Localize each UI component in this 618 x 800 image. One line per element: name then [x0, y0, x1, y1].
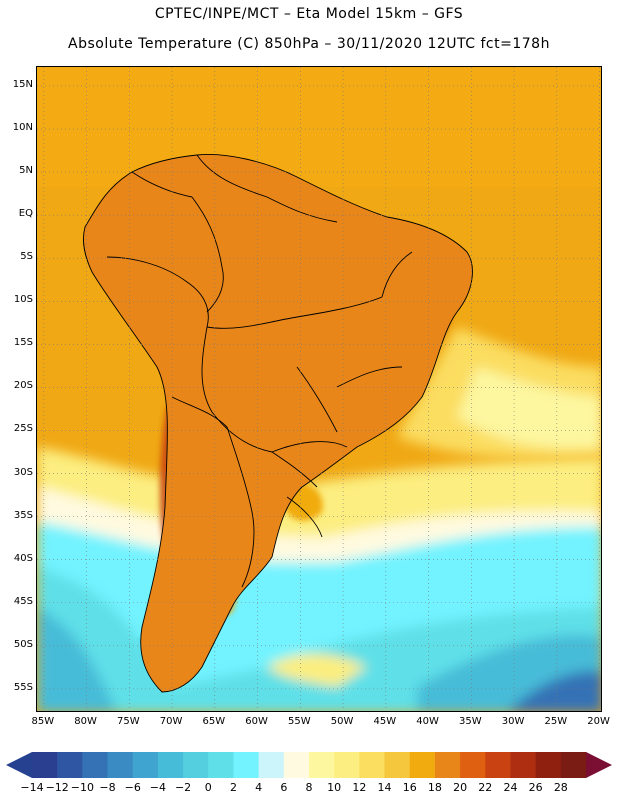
colorbar-label: 4 — [255, 781, 263, 794]
colorbar-cell — [535, 752, 562, 778]
colorbar-label: 2 — [229, 781, 237, 794]
lat-tick-label: 15N — [12, 78, 33, 90]
lat-tick-label: 10S — [13, 294, 33, 306]
lon-tick-label: 55W — [288, 716, 311, 727]
colorbar-label: −14 — [20, 781, 44, 794]
colorbar-label: −10 — [70, 781, 94, 794]
lat-tick-label: 35S — [13, 509, 33, 521]
colorbar-label: −4 — [149, 781, 167, 794]
temperature-field — [37, 67, 601, 711]
colorbar-cell — [82, 752, 109, 778]
lon-tick-label: 75W — [117, 716, 140, 727]
lon-tick-label: 80W — [74, 716, 97, 727]
tropical-band — [37, 67, 601, 187]
lon-tick-label: 30W — [501, 716, 525, 727]
lat-tick-label: 10N — [12, 122, 33, 134]
lat-tick-label: 5S — [20, 251, 33, 263]
lat-tick-label: 5N — [19, 165, 33, 177]
cold-ocean-field — [37, 447, 601, 711]
lat-tick-label: 45S — [13, 595, 33, 607]
colorbar-cell — [183, 752, 209, 778]
lon-tick-label: 85W — [31, 716, 55, 727]
map-title-line-2: Absolute Temperature (C) 850hPa – 30/11/… — [68, 36, 550, 52]
colorbar-label: 8 — [305, 781, 313, 794]
lat-tick-label: 30S — [13, 466, 33, 478]
lat-tick-label: 20S — [13, 380, 33, 392]
lon-tick-label: 70W — [159, 716, 183, 727]
colorbar-cell — [157, 752, 184, 778]
colorbar-label: 16 — [402, 781, 417, 794]
colorbar-label: 12 — [352, 781, 367, 794]
lon-tick-label: 65W — [202, 716, 226, 727]
colorbar-over-arrow — [586, 752, 612, 778]
colorbar-cell — [32, 752, 58, 778]
colorbar-label: 26 — [528, 781, 543, 794]
colorbar-label: 28 — [553, 781, 568, 794]
lat-tick-label: 25S — [13, 423, 33, 435]
colorbar-cell — [132, 752, 159, 778]
lat-tick-label: EQ — [18, 208, 33, 220]
colorbar-cell — [560, 752, 587, 778]
colorbar-label: 6 — [280, 781, 288, 794]
lat-tick-label: 55S — [13, 681, 33, 693]
lat-tick-label: 50S — [13, 638, 33, 650]
colorbar-label: 14 — [377, 781, 392, 794]
colorbar-label: −2 — [174, 781, 192, 794]
lon-tick-label: 25W — [544, 716, 568, 727]
colorbar-label: 20 — [453, 781, 468, 794]
colorbar-cell — [107, 752, 134, 778]
colorbar-cell — [233, 752, 260, 778]
temperature-map — [36, 66, 602, 712]
colorbar-label: 0 — [204, 781, 212, 794]
colorbar-cell — [409, 752, 436, 778]
colorbar-label: 18 — [427, 781, 442, 794]
colorbar-label: 24 — [503, 781, 518, 794]
lon-tick-label: 40W — [416, 716, 439, 727]
lat-tick-label: 40S — [13, 552, 33, 564]
colorbar-cell — [485, 752, 511, 778]
colorbar-cell — [359, 752, 386, 778]
colorbar-cell — [208, 752, 234, 778]
colorbar-cell — [258, 752, 285, 778]
map-title-line-1: CPTEC/INPE/MCT – Eta Model 15km – GFS — [154, 6, 464, 22]
lon-tick-label: 35W — [459, 716, 482, 727]
colorbar-under-arrow — [6, 752, 32, 778]
colorbar-cell — [384, 752, 411, 778]
colorbar-cell — [460, 752, 486, 778]
colorbar-cell — [283, 752, 310, 778]
colorbar-label: −8 — [99, 781, 116, 794]
colorbar-label: 22 — [478, 781, 493, 794]
lon-tick-label: 60W — [245, 716, 268, 727]
temperature-colorbar — [6, 752, 612, 778]
colorbar-cell — [57, 752, 83, 778]
lon-tick-label: 45W — [373, 716, 397, 727]
colorbar-cell — [334, 752, 360, 778]
colorbar-cell — [434, 752, 461, 778]
colorbar-label: −6 — [124, 781, 141, 794]
lon-tick-label: 50W — [330, 716, 354, 727]
colorbar-cell — [309, 752, 335, 778]
lat-tick-label: 15S — [13, 337, 33, 349]
coastlines-and-borders — [82, 153, 473, 693]
colorbar-label: −12 — [45, 781, 69, 794]
colorbar-cell — [510, 752, 537, 778]
colorbar-label: 10 — [327, 781, 342, 794]
lon-tick-label: 20W — [587, 716, 610, 727]
